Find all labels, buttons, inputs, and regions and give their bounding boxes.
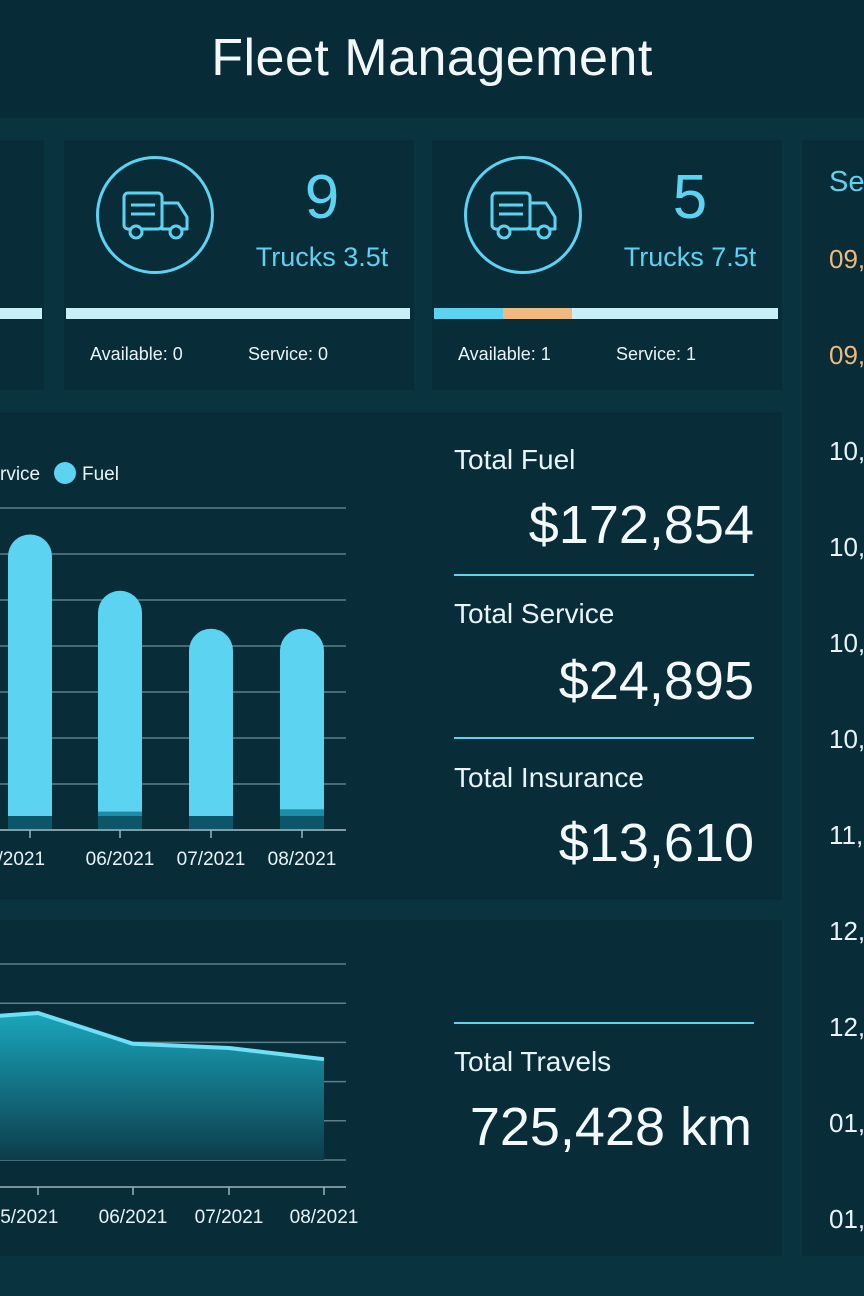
service-schedule-item[interactable]: 12, (829, 916, 864, 946)
service-schedule-item[interactable]: 01, (829, 1108, 864, 1138)
x-tick-label: 08/2021 (268, 849, 337, 870)
total-service-value: $24,895 (558, 651, 754, 711)
service-count: Service: 0 (248, 344, 329, 364)
service-schedule-item[interactable]: 01, (829, 1204, 864, 1234)
total-service-label: Total Service (454, 598, 615, 629)
truck-type-label: Trucks 3.5t (255, 242, 389, 272)
x-tick-label: 07/2021 (195, 1207, 264, 1228)
page-title: Fleet Management (211, 29, 653, 87)
available-count: Available: 1 (458, 344, 551, 364)
available-count: Available: 0 (90, 344, 183, 364)
bar-fuel[interactable] (8, 534, 53, 830)
availability-bar (66, 308, 410, 319)
legend-service-label: rvice (0, 464, 40, 485)
total-travels-label: Total Travels (454, 1046, 612, 1077)
x-tick-label: 5/2021 (0, 849, 45, 870)
bar-fuel[interactable] (189, 628, 233, 830)
legend-fuel-label: Fuel (82, 464, 119, 485)
kpi-divider (454, 1022, 754, 1024)
kpi-divider (454, 737, 754, 739)
service-segment (502, 308, 572, 319)
kpi-divider (454, 574, 754, 576)
service-schedule-item[interactable]: 10, (829, 724, 864, 754)
header: Fleet Management (0, 0, 864, 118)
bar-insurance (189, 816, 233, 830)
bar-insurance (8, 816, 52, 830)
service-schedule-item[interactable]: 12, (829, 1012, 864, 1042)
legend-fuel-swatch (54, 462, 76, 484)
bar-fuel[interactable] (98, 590, 142, 830)
total-fuel-label: Total Fuel (454, 444, 576, 475)
total-travels-value: 725,428 km (469, 1097, 752, 1157)
truck-count: 5 (672, 163, 708, 232)
truck-icon-circle (464, 156, 582, 274)
travels-area (0, 1013, 324, 1160)
service-schedule-heading: Se (829, 166, 864, 198)
service-count: Service: 1 (616, 344, 697, 364)
bar-insurance (98, 816, 142, 830)
truck-type-label: Trucks 7.5t (623, 242, 757, 272)
x-tick-label: 07/2021 (177, 849, 246, 870)
availability-bar (434, 308, 778, 319)
truck-card-7-5t[interactable]: 5 Trucks 7.5t Available: 1 Service: 1 (432, 140, 782, 390)
service-schedule-item[interactable]: 10, (829, 436, 864, 466)
truck-card-partial (0, 140, 44, 390)
truck-icon (122, 191, 189, 240)
available-segment (434, 308, 503, 319)
service-schedule-item[interactable]: 09, (829, 340, 864, 370)
x-tick-label: 05/2021 (0, 1207, 58, 1228)
travels-area-chart: 05/2021 06/2021 07/2021 08/2021 (0, 963, 359, 1228)
service-schedule-item[interactable]: 11, (829, 820, 864, 850)
service-schedule-panel (802, 140, 864, 1256)
service-schedule-item[interactable]: 10, (829, 532, 864, 562)
total-fuel-value: $172,854 (528, 495, 754, 555)
x-tick-label: 06/2021 (99, 1207, 168, 1228)
service-schedule-item[interactable]: 10, (829, 628, 864, 658)
truck-icon-circle (96, 156, 214, 274)
total-insurance-label: Total Insurance (454, 762, 644, 793)
service-schedule-item[interactable]: 09, (829, 244, 864, 274)
bar-fuel[interactable] (280, 628, 324, 830)
truck-card-3-5t[interactable]: 9 Trucks 3.5t Available: 0 Service: 0 (64, 140, 414, 390)
costs-bar-chart: rvice Fuel 5/2021 06/2021 07/2021 08/2021 (0, 462, 346, 870)
truck-icon (490, 191, 557, 240)
x-tick-label: 08/2021 (290, 1207, 359, 1228)
availability-bar (0, 308, 42, 319)
travels-line (0, 1011, 325, 1062)
truck-count: 9 (304, 163, 340, 232)
x-tick-label: 06/2021 (86, 849, 155, 870)
bar-insurance (280, 816, 324, 830)
total-insurance-value: $13,610 (558, 813, 754, 873)
